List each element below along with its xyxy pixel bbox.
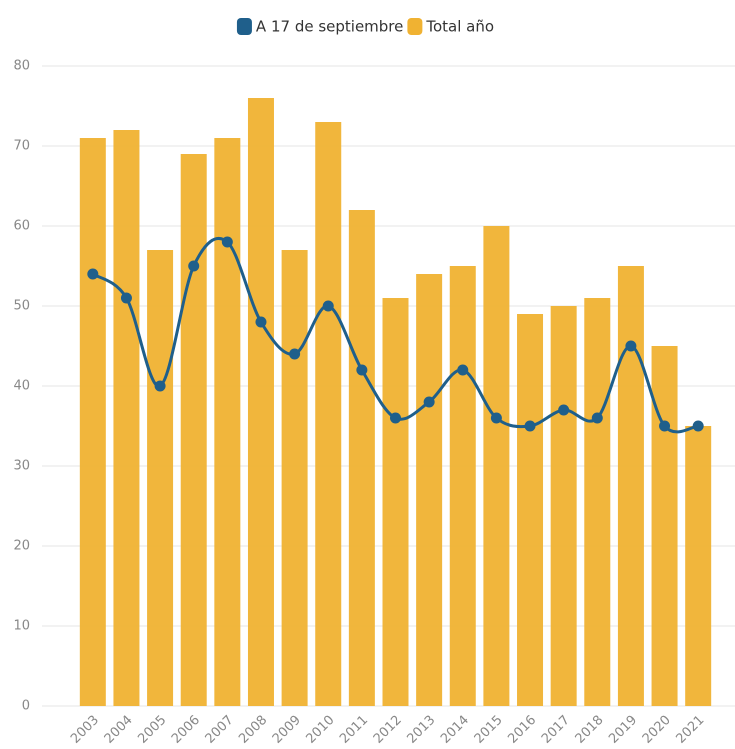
y-tick-label: 50 <box>13 299 30 314</box>
bar <box>180 154 207 706</box>
x-tick-label: 2016 <box>505 713 539 747</box>
legend-swatch <box>407 18 423 35</box>
line-point <box>591 412 603 424</box>
bar <box>315 122 342 706</box>
bar <box>584 298 611 706</box>
x-tick-label: 2019 <box>606 713 640 747</box>
legend-item: A 17 de septiembre <box>236 18 403 36</box>
bar <box>517 314 544 706</box>
x-tick-label: 2003 <box>68 713 102 747</box>
x-tick-label: 2015 <box>472 713 506 747</box>
line-point <box>120 292 132 304</box>
y-tick-label: 30 <box>13 459 30 474</box>
x-tick-label: 2010 <box>304 713 338 747</box>
x-tick-label: 2021 <box>673 713 707 747</box>
y-tick-label: 60 <box>13 219 30 234</box>
line-point <box>457 364 469 376</box>
line-point <box>659 420 671 432</box>
bar <box>651 346 678 706</box>
x-tick-label: 2014 <box>438 713 472 747</box>
line-point <box>423 396 435 408</box>
x-tick-label: 2005 <box>135 713 169 747</box>
line-point <box>322 300 334 312</box>
bar <box>449 266 476 706</box>
legend-item: Total año <box>407 18 494 36</box>
y-tick-label: 70 <box>13 139 30 154</box>
bar <box>617 266 644 706</box>
line-point <box>289 348 301 360</box>
x-tick-label: 2007 <box>203 713 237 747</box>
legend-label: Total año <box>425 18 494 36</box>
line-point <box>356 364 368 376</box>
x-tick-label: 2020 <box>640 713 674 747</box>
bar <box>281 250 308 706</box>
line-point <box>558 404 570 416</box>
bar <box>247 98 274 706</box>
x-tick-label: 2009 <box>270 713 304 747</box>
x-tick-label: 2012 <box>371 713 405 747</box>
x-tick-label: 2004 <box>102 713 136 747</box>
bar <box>147 250 174 706</box>
line-point <box>188 260 200 272</box>
legend-label: A 17 de septiembre <box>256 18 403 36</box>
bar <box>685 426 712 706</box>
line-point <box>524 420 536 432</box>
y-tick-label: 20 <box>13 539 30 554</box>
bar <box>382 298 409 706</box>
bar <box>416 274 443 706</box>
y-tick-label: 80 <box>13 59 30 74</box>
bar <box>348 210 375 706</box>
bar <box>214 138 241 706</box>
bar <box>550 306 577 706</box>
y-tick-label: 10 <box>13 619 30 634</box>
x-tick-label: 2013 <box>404 713 438 747</box>
legend-swatch <box>236 18 252 35</box>
line-point <box>490 412 502 424</box>
x-tick-label: 2008 <box>236 713 270 747</box>
line-point <box>154 380 166 392</box>
line-point <box>221 236 233 248</box>
line-point <box>692 420 704 432</box>
line-point <box>390 412 401 424</box>
y-tick-label: 0 <box>22 699 30 714</box>
x-tick-label: 2006 <box>169 713 203 747</box>
line-point <box>625 340 637 352</box>
x-tick-label: 2011 <box>337 713 371 747</box>
line-point <box>255 316 267 328</box>
line-point <box>87 268 99 280</box>
x-tick-label: 2017 <box>539 713 573 747</box>
bar <box>483 226 510 706</box>
y-tick-label: 40 <box>13 379 30 394</box>
bar <box>79 138 106 706</box>
legend: A 17 de septiembre Total año <box>236 18 494 36</box>
bar <box>113 130 140 706</box>
x-tick-label: 2018 <box>573 713 607 747</box>
